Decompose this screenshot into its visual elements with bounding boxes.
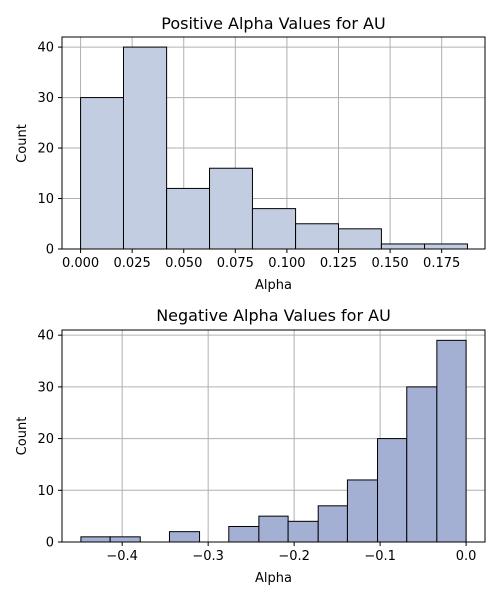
histogram-bar (406, 386, 438, 543)
histogram-bar (209, 167, 253, 250)
y-tick-label: 20 (37, 432, 54, 447)
y-tick-label: 30 (37, 380, 54, 395)
ticks: −0.4 −0.3 −0.2 −0.1 0.0 0 10 20 30 40 (37, 329, 476, 564)
histogram-bar (80, 536, 111, 543)
x-axis-label: Alpha (255, 278, 292, 293)
x-tick-label: 0.100 (268, 256, 305, 271)
y-tick-label: 0 (46, 243, 54, 258)
x-tick-label: 0.125 (320, 256, 357, 271)
x-tick-label: −0.1 (364, 549, 396, 564)
x-tick-label: 0.175 (423, 256, 460, 271)
x-tick-label: −0.3 (192, 549, 224, 564)
histogram-bar (228, 525, 260, 543)
y-tick-label: 10 (37, 484, 54, 499)
y-tick-label: 40 (37, 41, 54, 56)
histogram-bar (166, 187, 211, 250)
y-axis-label: Count (15, 417, 30, 456)
histogram-bar (168, 531, 201, 543)
positive-alpha-histogram: Positive Alpha Values for AU Alpha Count… (15, 14, 486, 293)
histogram-bar (287, 520, 319, 543)
x-tick-label: 0.075 (217, 256, 254, 271)
histogram-bar (436, 339, 467, 543)
negative-alpha-histogram: Negative Alpha Values for AU Alpha Count… (15, 306, 486, 586)
histogram-bar (295, 223, 339, 250)
histogram-bar (424, 243, 468, 250)
histogram-bar (317, 505, 348, 543)
bars (80, 46, 468, 250)
y-tick-label: 20 (37, 142, 54, 157)
x-tick-label: −0.4 (106, 549, 138, 564)
chart-title: Positive Alpha Values for AU (161, 14, 385, 33)
y-tick-label: 40 (37, 329, 54, 344)
x-tick-label: 0.025 (114, 256, 151, 271)
x-tick-label: −0.2 (278, 549, 310, 564)
histogram-bar (109, 536, 141, 543)
histogram-bar (377, 438, 408, 543)
x-tick-label: 0.150 (371, 256, 408, 271)
histogram-bar (122, 46, 168, 250)
histogram-bar (380, 243, 426, 250)
chart-title: Negative Alpha Values for AU (156, 306, 391, 325)
y-tick-label: 0 (46, 536, 54, 551)
y-tick-label: 30 (37, 91, 54, 106)
x-axis-label: Alpha (255, 571, 292, 586)
histogram-bar (346, 479, 379, 543)
x-tick-label: 0.0 (456, 549, 477, 564)
plot-frame (61, 36, 486, 250)
histogram-bar (80, 97, 124, 250)
bars (80, 339, 467, 543)
plot-frame (61, 329, 486, 543)
histogram-bar (251, 208, 297, 250)
y-axis-label: Count (15, 124, 30, 163)
x-tick-label: 0.050 (165, 256, 202, 271)
ticks: 0.000 0.025 0.050 0.075 0.100 0.125 0.150 0.175… (37, 41, 460, 271)
histogram-bar (337, 228, 382, 250)
histogram-bar (258, 515, 289, 543)
x-tick-label: 0.000 (62, 256, 99, 271)
y-tick-label: 10 (37, 192, 54, 207)
